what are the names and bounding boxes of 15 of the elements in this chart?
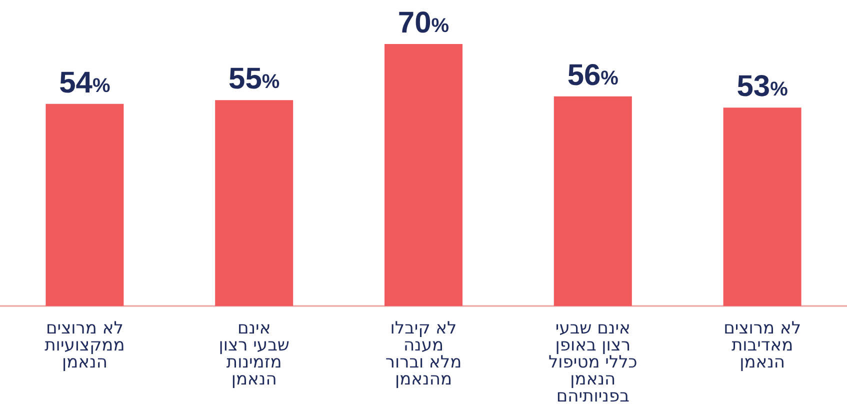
x-tick-label: אינם שבעי רצון באופן כללי מטיפול הנאמן בפניותיהם xyxy=(548,318,638,406)
x-tick-label: לא מרוצים ממקצועיות הנאמן xyxy=(44,318,125,372)
data-label: 53% xyxy=(736,70,788,104)
data-label: 56% xyxy=(567,58,619,92)
data-label: 54% xyxy=(59,66,110,100)
bar xyxy=(46,104,124,306)
bar xyxy=(215,100,294,306)
x-tick-label: אינם שבעי רצון מזמינות הנאמן xyxy=(218,318,290,390)
bar xyxy=(384,44,462,306)
bar xyxy=(554,96,632,306)
x-tick-label: לא קיבלו מענה מלא וברור מהנאמן xyxy=(385,318,462,390)
x-tick-label: לא מרוצים מאדיבות הנאמן xyxy=(724,318,801,372)
data-label: 55% xyxy=(228,62,280,96)
bar xyxy=(723,108,802,306)
data-label: 70% xyxy=(398,6,450,40)
